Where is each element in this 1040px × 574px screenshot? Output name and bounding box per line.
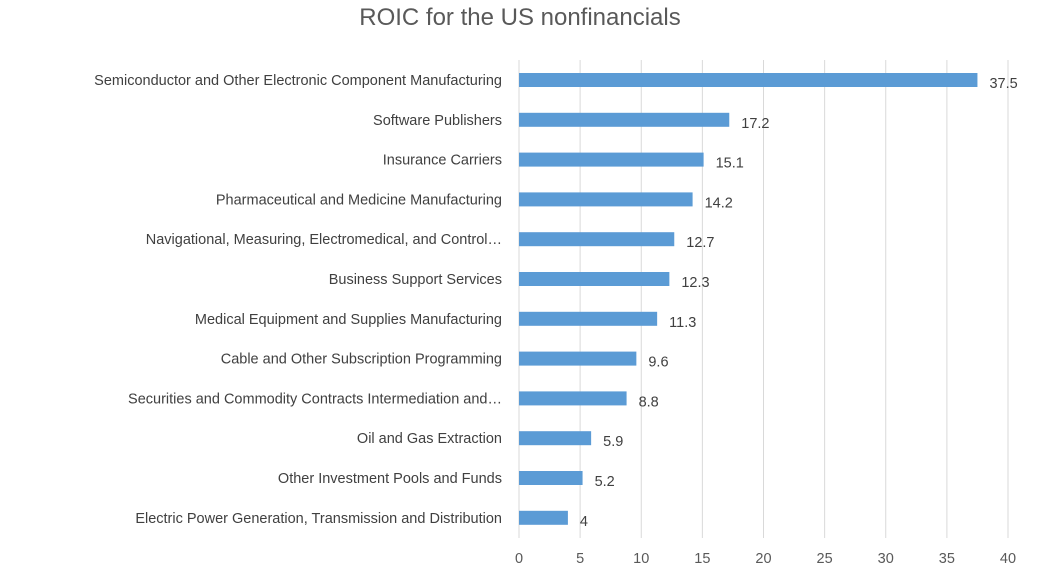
bar (519, 73, 978, 87)
bar (519, 192, 693, 207)
x-tick-label: 25 (817, 551, 833, 567)
x-tick-label: 35 (939, 551, 955, 567)
x-tick-label: 0 (515, 551, 523, 567)
data-label: 12.7 (686, 235, 714, 251)
category-label: Semiconductor and Other Electronic Compo… (94, 73, 502, 89)
data-label: 5.9 (603, 434, 623, 450)
x-tick-label: 10 (633, 551, 649, 567)
data-label: 4 (580, 514, 588, 530)
bar (519, 431, 592, 446)
bar (519, 152, 704, 167)
category-label: Electric Power Generation, Transmission … (135, 511, 502, 527)
bar (519, 112, 730, 127)
data-label: 5.2 (595, 474, 615, 490)
x-tick-label: 40 (1000, 551, 1016, 567)
bar (519, 471, 583, 485)
data-label: 9.6 (648, 355, 668, 371)
data-label: 11.3 (669, 315, 696, 331)
category-label: Business Support Services (329, 272, 502, 288)
data-label: 15.1 (716, 156, 744, 172)
chart-title: ROIC for the US nonfinancials (359, 4, 681, 31)
data-label: 37.5 (989, 76, 1017, 92)
category-label: Navigational, Measuring, Electromedical,… (146, 232, 502, 248)
x-tick-label: 20 (755, 551, 771, 567)
bar (519, 232, 675, 247)
data-label: 8.8 (639, 394, 659, 410)
bar (519, 391, 627, 406)
data-label: 17.2 (741, 116, 769, 132)
bar (519, 311, 658, 326)
category-label: Insurance Carriers (383, 153, 502, 169)
bar (519, 510, 568, 525)
bar (519, 351, 637, 366)
category-label: Cable and Other Subscription Programming (221, 352, 502, 368)
category-label: Securities and Commodity Contracts Inter… (128, 391, 502, 407)
data-label: 14.2 (705, 195, 733, 211)
category-label: Medical Equipment and Supplies Manufactu… (195, 312, 502, 328)
category-label: Oil and Gas Extraction (357, 431, 502, 447)
bar (519, 272, 670, 286)
category-label: Other Investment Pools and Funds (278, 471, 502, 487)
category-label: Software Publishers (373, 113, 502, 129)
x-tick-label: 30 (878, 551, 894, 567)
x-tick-label: 15 (694, 551, 710, 567)
x-tick-label: 5 (576, 551, 584, 567)
category-label: Pharmaceutical and Medicine Manufacturin… (216, 192, 502, 208)
data-label: 12.3 (681, 275, 709, 291)
